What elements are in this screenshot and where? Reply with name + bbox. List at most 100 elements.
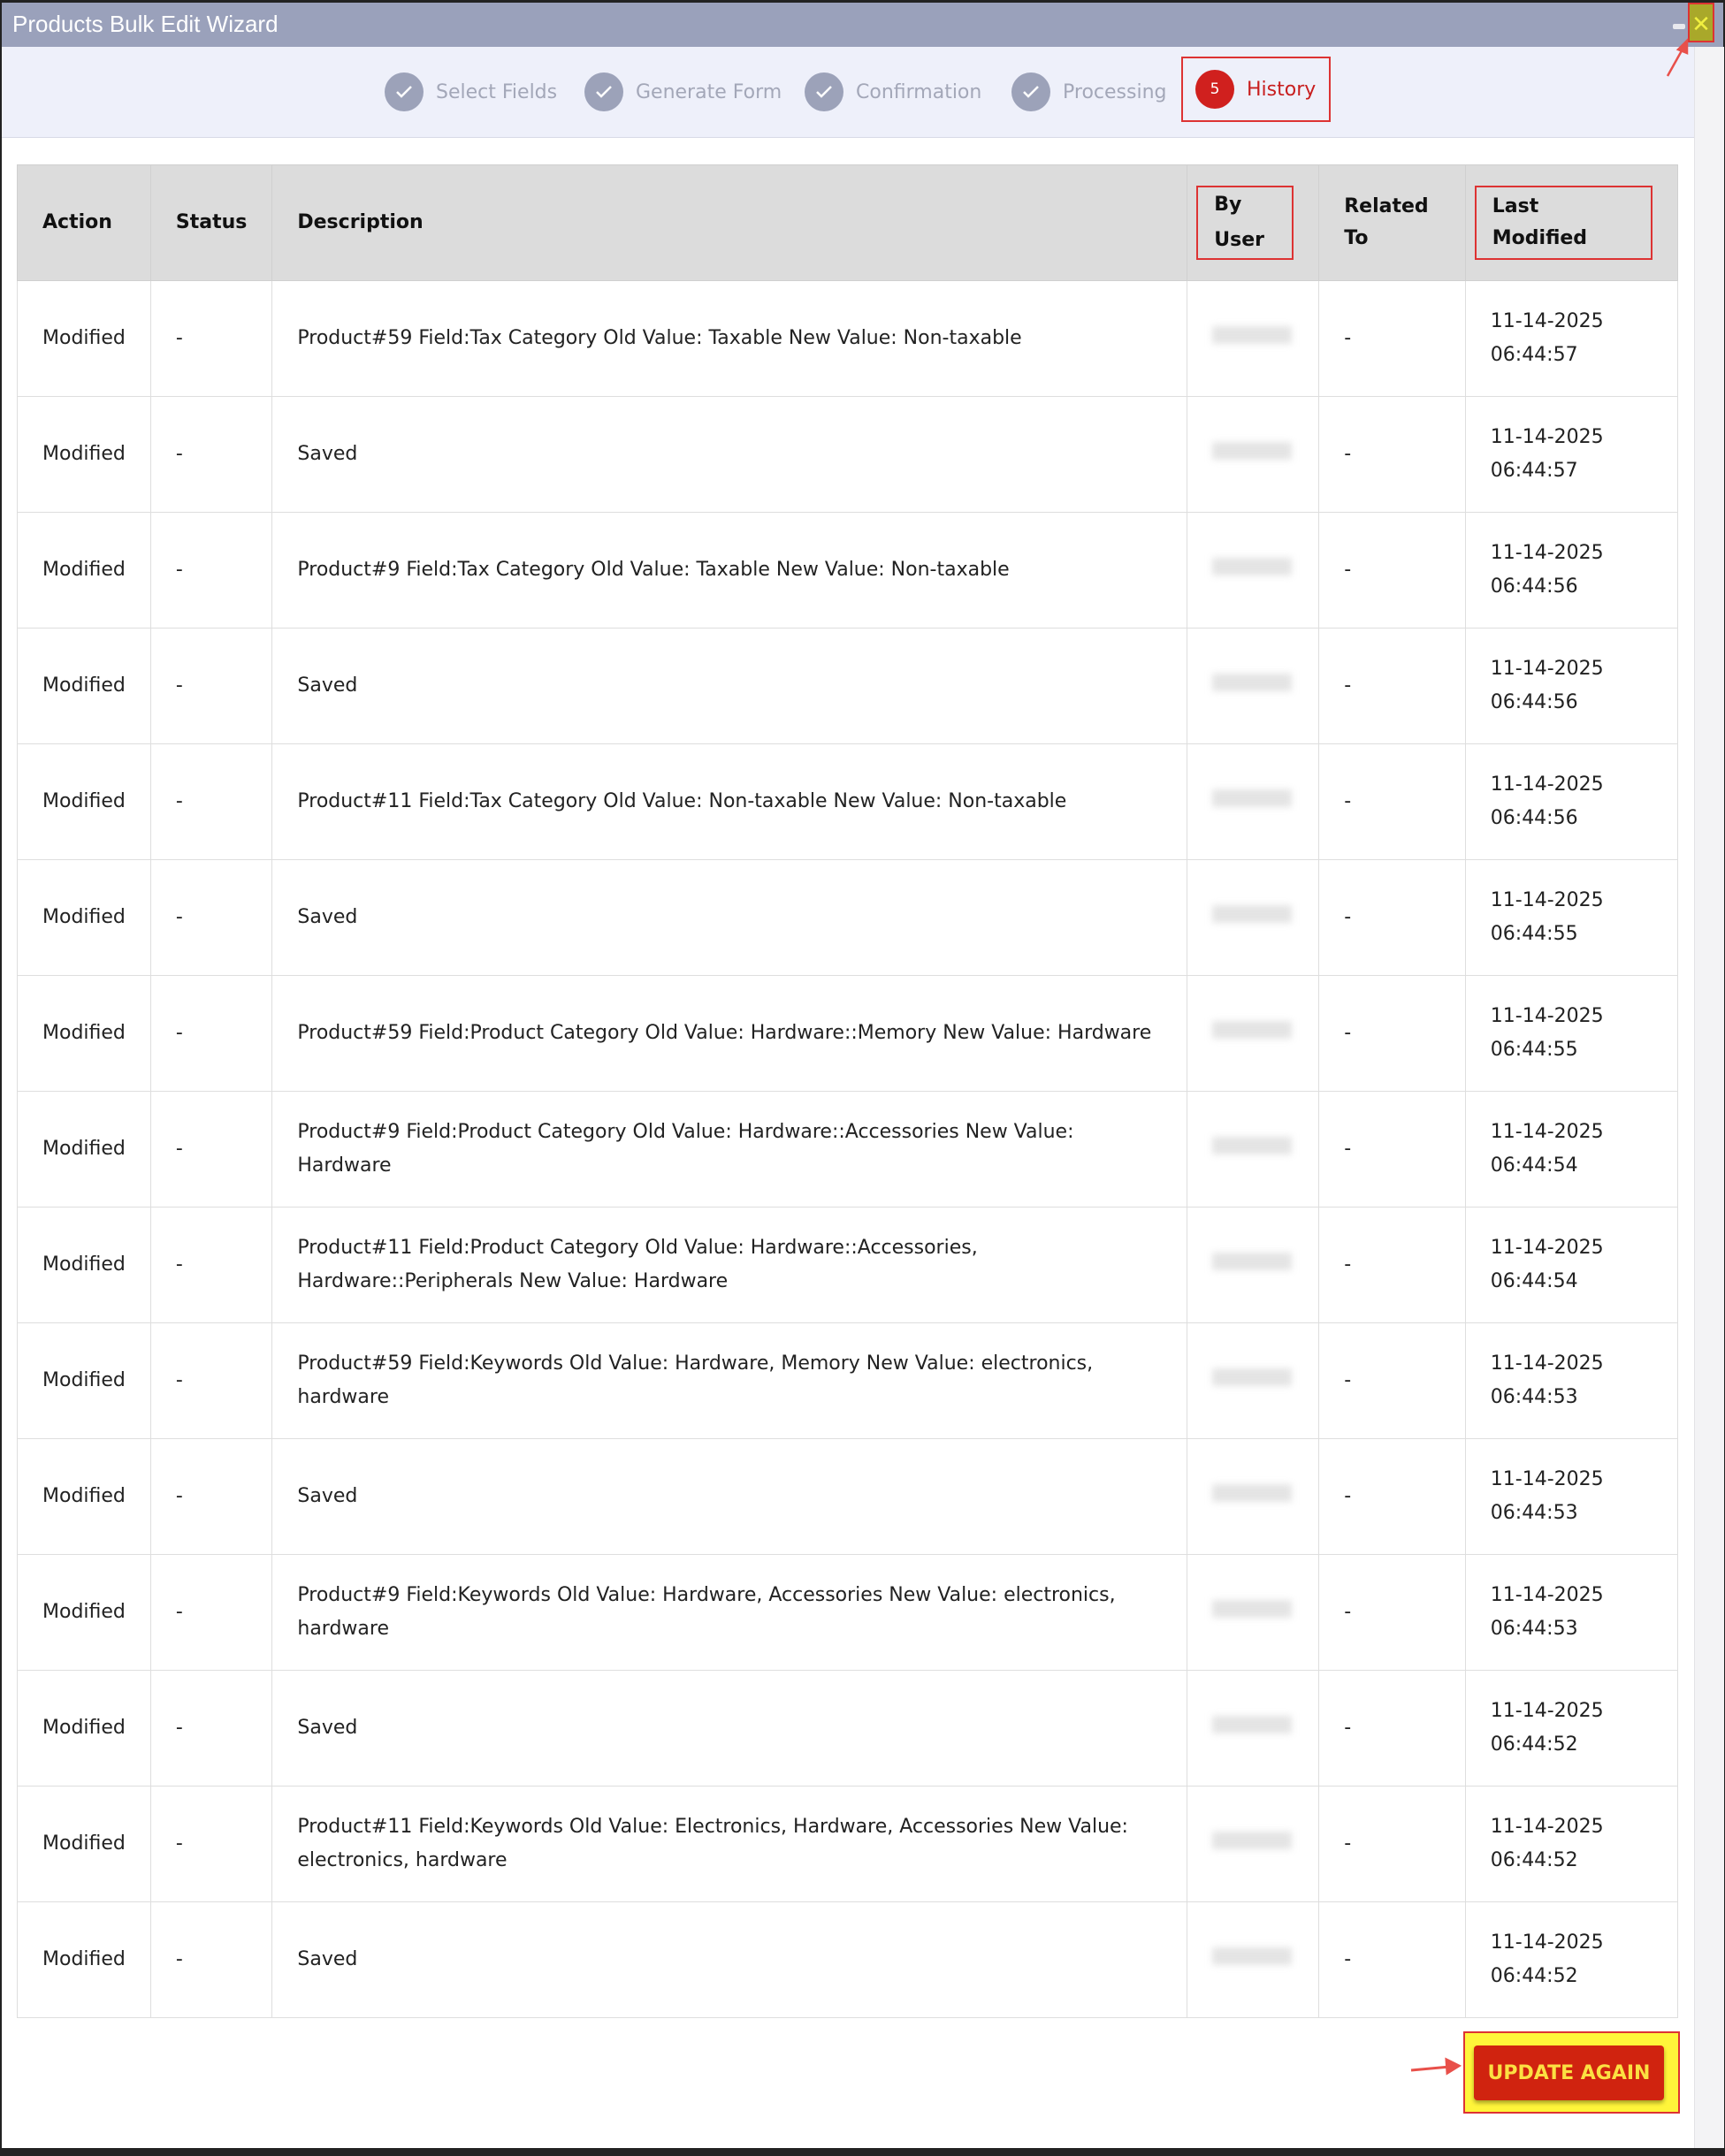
table-header-row: Action Status Description By User Relate… [17, 164, 1679, 281]
cell-related-to: - [1318, 628, 1466, 744]
cell-last-modified: 11-14-2025 06:44:55 [1464, 975, 1679, 1092]
cell-description: Saved [271, 1438, 1188, 1555]
blurred-user [1212, 674, 1293, 691]
date: 11-14-2025 [1490, 1237, 1604, 1259]
step-confirmation[interactable]: Confirmation [805, 72, 981, 112]
time: 06:44:57 [1490, 344, 1578, 366]
header-by-user: By User [1187, 164, 1320, 281]
date: 11-14-2025 [1490, 1584, 1604, 1606]
cell-action: Modified [17, 280, 151, 397]
check-icon [1011, 72, 1050, 111]
cell-action: Modified [17, 1207, 151, 1323]
cell-by-user [1187, 1438, 1320, 1555]
step-label: Generate Form [636, 80, 782, 103]
cell-by-user [1187, 1901, 1320, 2018]
cell-related-to: - [1318, 512, 1466, 629]
time: 06:44:52 [1490, 1849, 1578, 1871]
table-row: Modified - Product#59 Field:Product Catego… [17, 975, 1679, 1092]
cell-action: Modified [17, 1554, 151, 1671]
time: 06:44:54 [1490, 1270, 1578, 1292]
cell-action: Modified [17, 1786, 151, 1902]
blurred-user [1212, 1600, 1293, 1618]
step-label: History [1247, 78, 1317, 101]
table-row: Modified - Product#9 Field:Keywords Old Va… [17, 1554, 1679, 1671]
blurred-user [1212, 442, 1293, 460]
table-row: Modified - Saved -11-14-2025 06:44:53 [17, 1438, 1679, 1555]
cell-status: - [149, 512, 273, 629]
step-select-fields[interactable]: Select Fields [385, 72, 557, 112]
step-generate-form[interactable]: Generate Form [584, 72, 782, 112]
date: 11-14-2025 [1490, 658, 1604, 680]
cell-related-to: - [1318, 396, 1466, 513]
time: 06:44:52 [1490, 1733, 1578, 1756]
cell-related-to: - [1318, 1554, 1466, 1671]
cell-status: - [149, 280, 273, 397]
time: 06:44:53 [1490, 1502, 1578, 1524]
cell-status: - [149, 859, 273, 976]
blurred-user [1212, 1716, 1293, 1733]
cell-last-modified: 11-14-2025 06:44:57 [1464, 396, 1679, 513]
blurred-user [1212, 1253, 1293, 1270]
header-related-to: Related To [1318, 164, 1466, 281]
table-row: Modified - Product#59 Field:Keywords Old V… [17, 1322, 1679, 1439]
cell-by-user [1187, 743, 1320, 860]
blurred-user [1212, 1947, 1293, 1965]
cell-last-modified: 11-14-2025 06:44:53 [1464, 1554, 1679, 1671]
window-title: Products Bulk Edit Wizard [12, 11, 279, 37]
cell-related-to: - [1318, 1786, 1466, 1902]
step-history[interactable]: 5 History [1181, 57, 1331, 122]
cell-description: Product#9 Field:Keywords Old Value: Hard… [271, 1554, 1188, 1671]
cell-last-modified: 11-14-2025 06:44:54 [1464, 1091, 1679, 1208]
cell-by-user [1187, 396, 1320, 513]
cell-by-user [1187, 1207, 1320, 1323]
step-label: Select Fields [436, 80, 558, 103]
cell-status: - [149, 1554, 273, 1671]
scrollbar[interactable] [1694, 47, 1724, 2151]
cell-description: Product#9 Field:Tax Category Old Value: … [271, 512, 1188, 629]
cell-description: Product#59 Field:Tax Category Old Value:… [271, 280, 1188, 397]
wizard-stepper: Select Fields Generate Form Confirmation… [2, 47, 1694, 138]
cell-description: Product#11 Field:Product Category Old Va… [271, 1207, 1188, 1323]
check-icon [584, 72, 623, 111]
close-button[interactable]: ✕ [1688, 3, 1714, 42]
cell-status: - [149, 743, 273, 860]
time: 06:44:53 [1490, 1386, 1578, 1408]
cell-by-user [1187, 1091, 1320, 1208]
cell-description: Saved [271, 396, 1188, 513]
blurred-user [1212, 905, 1293, 923]
cell-last-modified: 11-14-2025 06:44:53 [1464, 1438, 1679, 1555]
cell-related-to: - [1318, 1670, 1466, 1787]
minimize-button[interactable] [1673, 24, 1685, 29]
table-row: Modified - Product#9 Field:Tax Category Ol… [17, 512, 1679, 629]
cell-related-to: - [1318, 859, 1466, 976]
cell-related-to: - [1318, 1207, 1466, 1323]
cell-action: Modified [17, 975, 151, 1092]
blurred-user [1212, 558, 1293, 575]
cell-action: Modified [17, 1901, 151, 2018]
blurred-user [1212, 789, 1293, 807]
cell-action: Modified [17, 743, 151, 860]
table-row: Modified - Product#11 Field:Tax Category O… [17, 743, 1679, 860]
cell-description: Saved [271, 859, 1188, 976]
cell-last-modified: 11-14-2025 06:44:53 [1464, 1322, 1679, 1439]
cell-status: - [149, 1786, 273, 1902]
date: 11-14-2025 [1490, 1700, 1604, 1722]
date: 11-14-2025 [1490, 1468, 1604, 1490]
update-again-button[interactable]: UPDATE AGAIN [1474, 2046, 1664, 2100]
cell-by-user [1187, 628, 1320, 744]
cell-by-user [1187, 859, 1320, 976]
step-processing[interactable]: Processing [1011, 72, 1166, 112]
header-status: Status [149, 164, 273, 281]
cell-related-to: - [1318, 1091, 1466, 1208]
cell-related-to: - [1318, 975, 1466, 1092]
cell-by-user [1187, 1786, 1320, 1902]
cell-last-modified: 11-14-2025 06:44:54 [1464, 1207, 1679, 1323]
table-row: Modified - Product#9 Field:Product Categor… [17, 1091, 1679, 1208]
cell-by-user [1187, 1670, 1320, 1787]
date: 11-14-2025 [1490, 1931, 1604, 1954]
cell-last-modified: 11-14-2025 06:44:56 [1464, 512, 1679, 629]
cell-related-to: - [1318, 1438, 1466, 1555]
time: 06:44:55 [1490, 1039, 1578, 1061]
header-last-modified-label: Last Modified [1474, 186, 1652, 260]
table-row: Modified - Product#59 Field:Tax Category O… [17, 280, 1679, 397]
